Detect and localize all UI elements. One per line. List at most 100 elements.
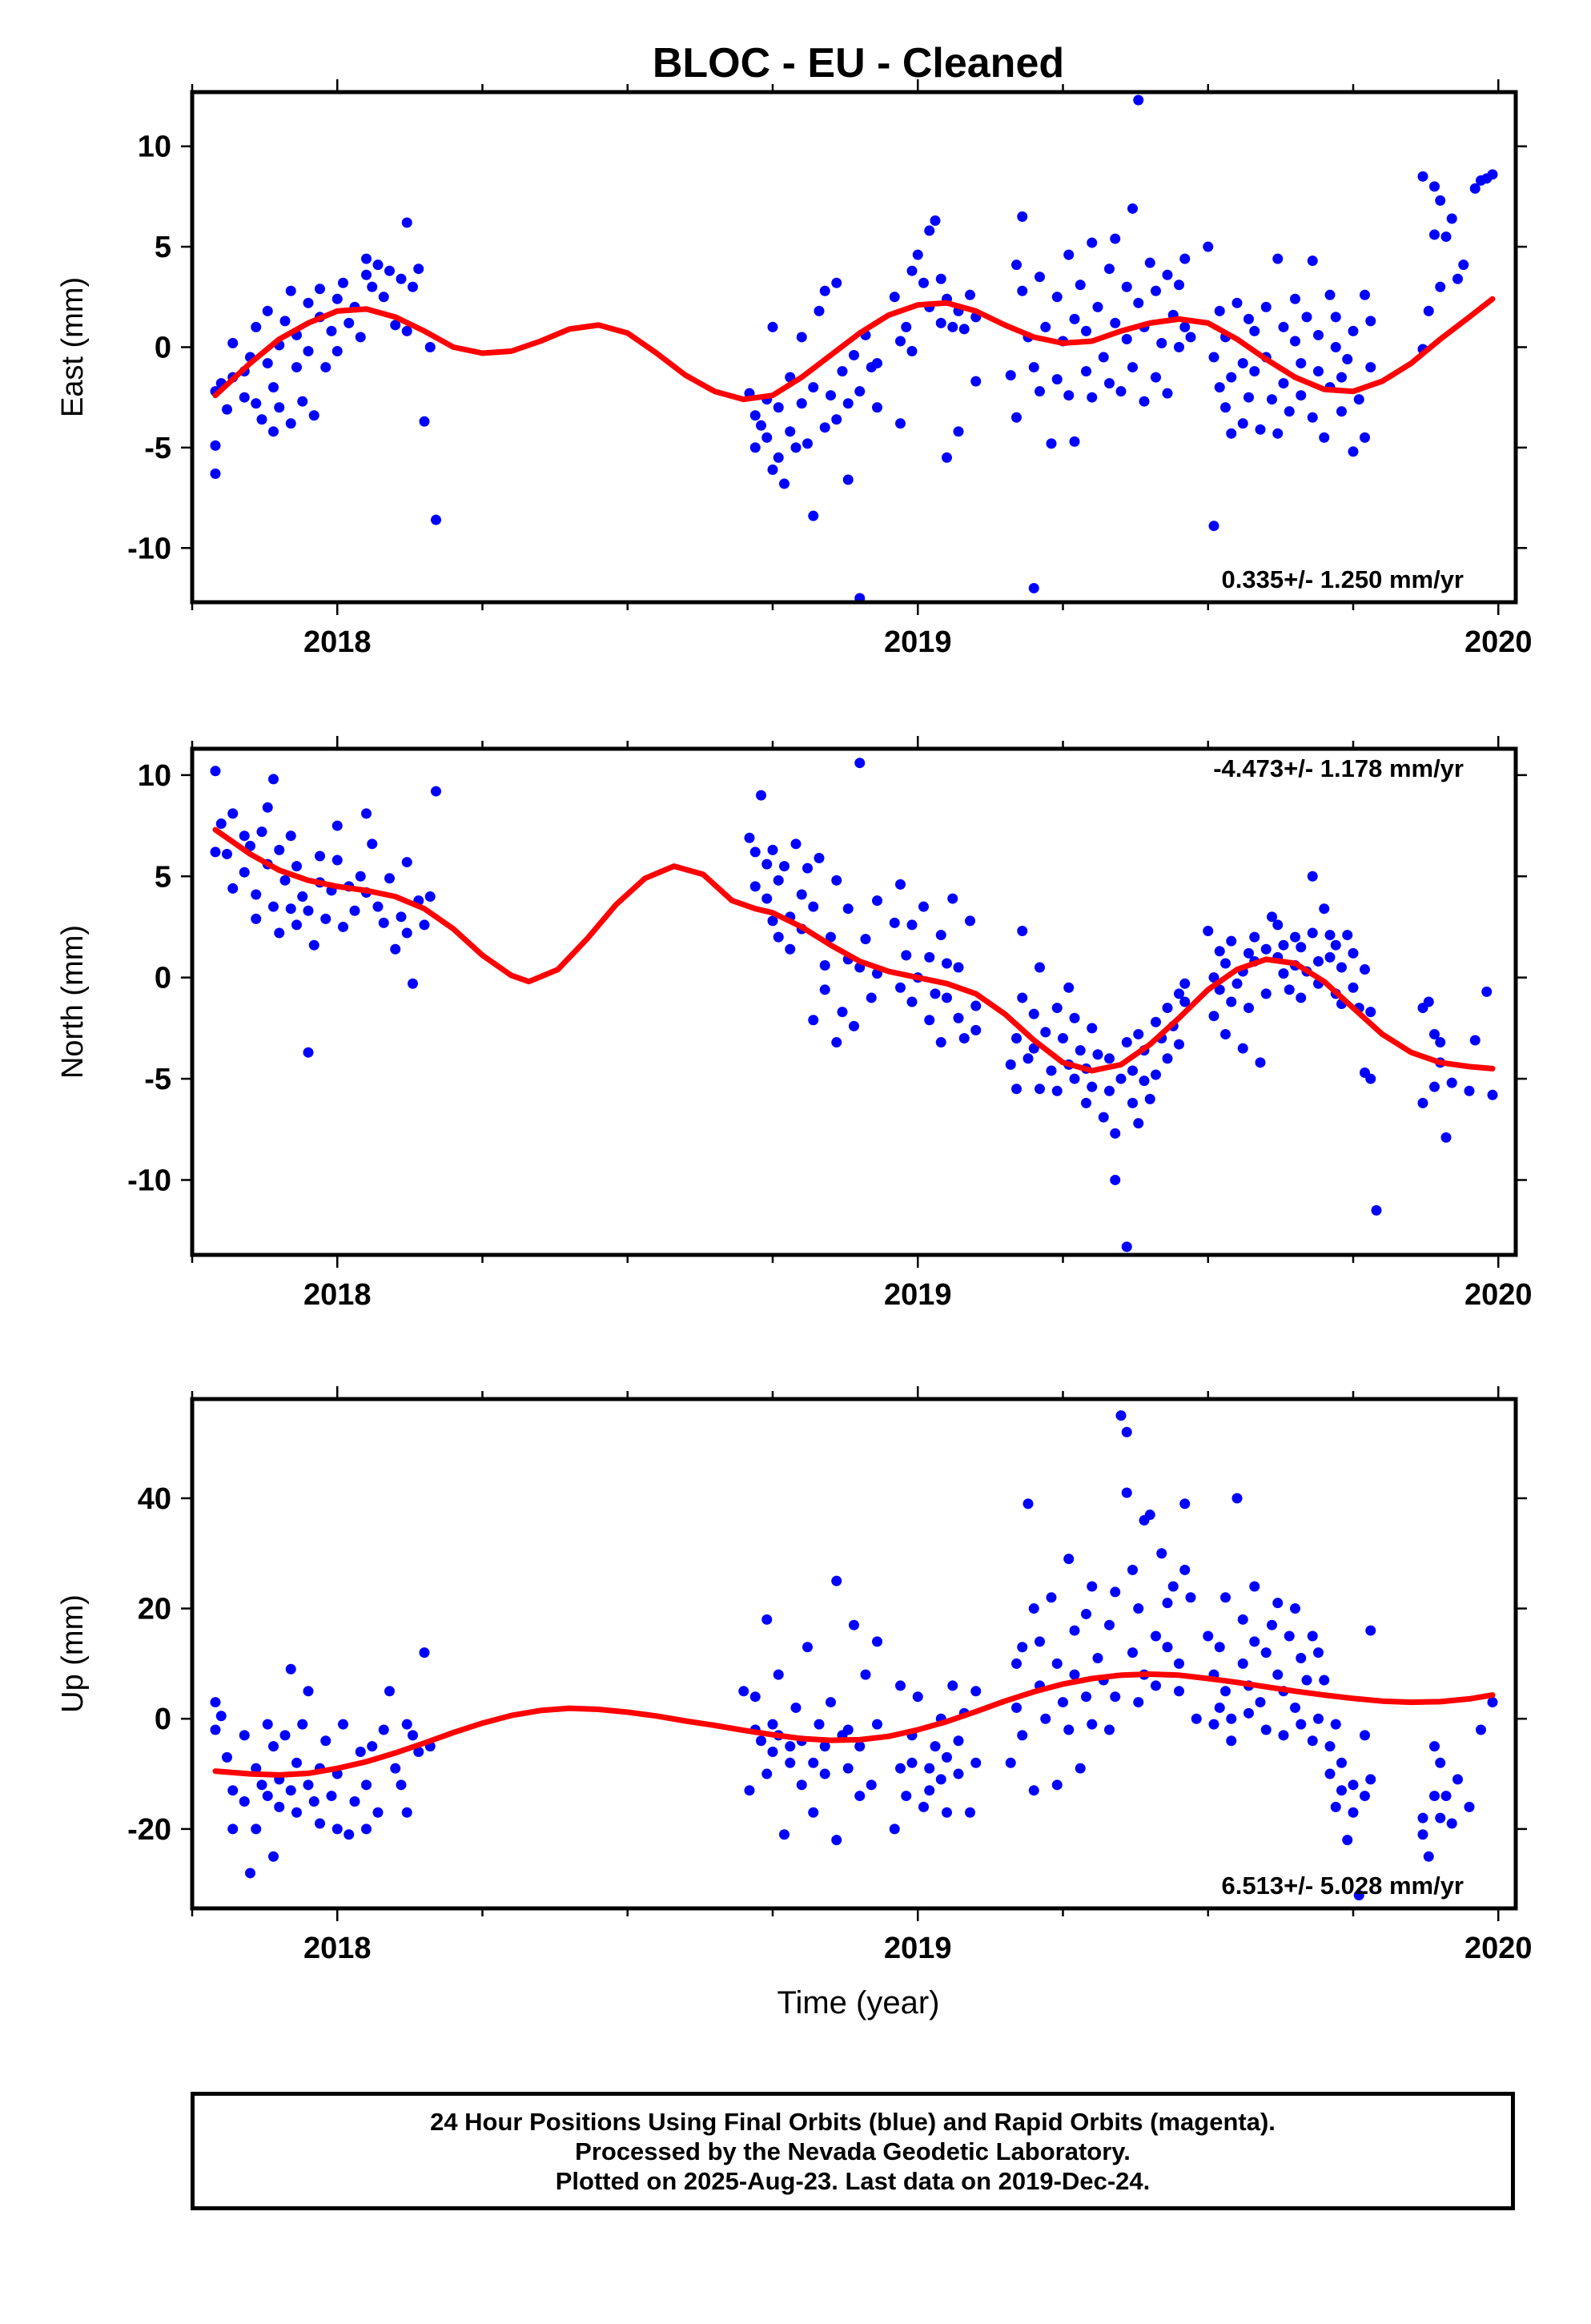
data-point (1278, 321, 1289, 332)
data-point (1151, 285, 1161, 296)
north-panel: 2018 2019 2020 -10 -5 0 5 10 North (mm) -4.473+/-… (56, 736, 1533, 1312)
data-point (297, 1719, 308, 1730)
data-point (790, 1702, 802, 1713)
data-point (1208, 972, 1219, 983)
data-point (1069, 1669, 1080, 1680)
data-point (1162, 1003, 1173, 1014)
data-point (785, 1741, 796, 1752)
data-point (1272, 919, 1284, 931)
data-point (331, 854, 343, 866)
data-point (749, 846, 761, 858)
data-point (1110, 1691, 1121, 1703)
data-point (854, 386, 866, 397)
data-point (1127, 1097, 1138, 1108)
data-point (819, 959, 830, 971)
data-point (761, 858, 773, 870)
data-point (1144, 1510, 1155, 1521)
data-point (1330, 1719, 1341, 1730)
data-point (1423, 996, 1434, 1007)
data-point (1011, 1084, 1022, 1095)
data-point (1104, 378, 1115, 389)
data-point (749, 410, 761, 421)
data-point (1417, 1812, 1428, 1823)
data-point (303, 905, 314, 916)
footer-caption-box: 24 Hour Positions Using Final Orbits (bl… (191, 2092, 1515, 2210)
data-point (1179, 321, 1191, 332)
data-point (930, 1741, 941, 1752)
data-point (935, 1774, 946, 1785)
data-point (239, 1730, 250, 1741)
data-point (1324, 1741, 1336, 1752)
y-axis-label: Up (mm) (56, 1594, 90, 1713)
data-point (285, 285, 296, 296)
data-point (872, 402, 882, 413)
data-point (1237, 1614, 1248, 1625)
data-point (291, 919, 302, 931)
data-point (303, 1047, 314, 1058)
data-point (970, 1024, 982, 1035)
data-point (953, 962, 964, 973)
data-point (796, 1779, 807, 1791)
x-axis-label: Time (year) (777, 1985, 940, 2020)
data-point (1429, 1791, 1440, 1802)
data-point (831, 414, 842, 425)
data-point (1237, 1658, 1248, 1669)
data-point (372, 901, 384, 912)
data-point (1028, 1603, 1039, 1614)
data-point (906, 1757, 918, 1768)
data-point (1151, 1016, 1161, 1027)
data-point (1260, 943, 1272, 955)
data-point (901, 1791, 912, 1802)
data-point (378, 917, 389, 928)
data-point (401, 217, 412, 228)
data-point (1267, 911, 1277, 923)
fit-curve (212, 1671, 1496, 1778)
data-point (761, 1768, 773, 1779)
data-point (872, 1636, 882, 1647)
data-point (1307, 412, 1318, 423)
data-point (210, 468, 221, 479)
data-point (227, 337, 239, 348)
data-point (779, 1829, 789, 1840)
data-point (1353, 394, 1364, 405)
data-point (1348, 947, 1359, 959)
data-point (1249, 931, 1260, 943)
data-point (1063, 1554, 1075, 1565)
data-point (942, 958, 952, 969)
data-point (767, 915, 778, 927)
data-point (1313, 1713, 1324, 1724)
data-point (842, 1724, 854, 1735)
data-point (355, 332, 366, 343)
data-point (970, 1686, 982, 1697)
data-point (1296, 1719, 1307, 1730)
data-point (744, 832, 755, 843)
data-point (1005, 370, 1016, 381)
data-point (239, 1795, 250, 1807)
data-point (761, 432, 773, 443)
data-point (826, 931, 836, 943)
data-point (849, 1020, 859, 1031)
data-point (1133, 1697, 1144, 1708)
data-point (1435, 1037, 1446, 1048)
x-tick-label: 2018 (303, 1278, 372, 1312)
footer-line-2: Processed by the Nevada Geodetic Laborat… (575, 2137, 1131, 2165)
data-point (1144, 257, 1155, 268)
data-point (1214, 1642, 1225, 1653)
data-point (1208, 1719, 1219, 1730)
data-point (384, 265, 395, 276)
data-point (1267, 1619, 1277, 1630)
data-point (1051, 1085, 1063, 1096)
data-point (1151, 1630, 1161, 1642)
figure-title: BLOC - EU - Cleaned (653, 40, 1064, 86)
data-point (924, 1785, 935, 1796)
data-point (344, 1829, 355, 1840)
data-point (1226, 428, 1237, 439)
data-point (315, 850, 325, 862)
data-point (802, 1642, 813, 1653)
data-point (837, 366, 848, 377)
data-point (1290, 1702, 1300, 1713)
data-point (1028, 1043, 1039, 1054)
data-point (210, 1697, 221, 1708)
data-point (767, 321, 778, 332)
data-point (268, 901, 279, 912)
